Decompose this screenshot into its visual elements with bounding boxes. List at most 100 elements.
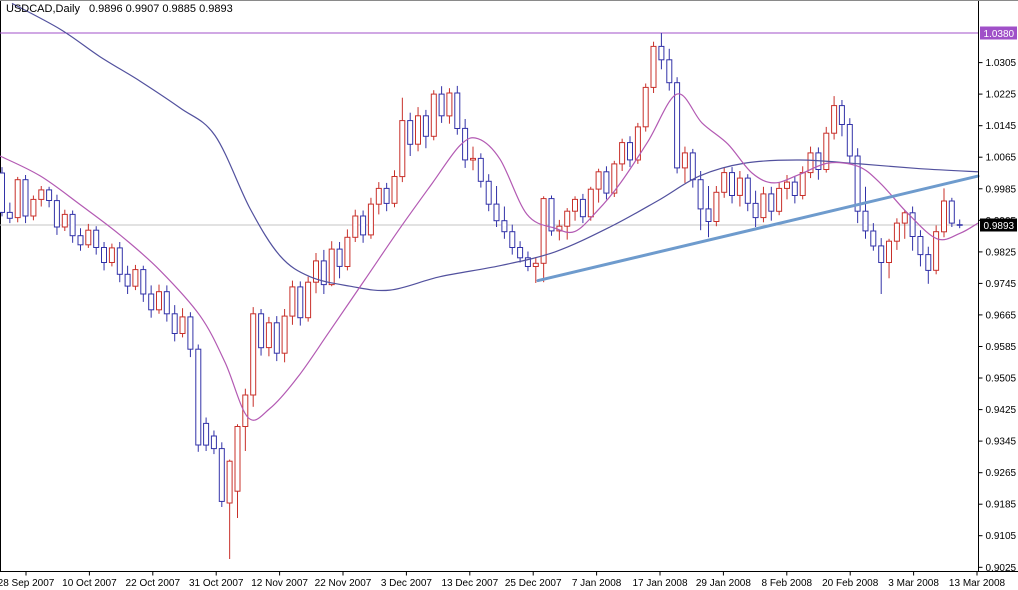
candle-body-bear bbox=[336, 248, 343, 267]
candle-body-bear bbox=[768, 193, 775, 212]
candle-body-bear bbox=[77, 235, 84, 246]
candle-body-bear bbox=[477, 157, 484, 182]
candle-body-bull bbox=[901, 212, 908, 224]
candle-body-bull bbox=[807, 152, 814, 174]
candle-body-bear bbox=[140, 269, 147, 295]
candle-body-bear bbox=[273, 322, 280, 354]
candle-body-bear bbox=[383, 187, 390, 204]
trendline[interactable] bbox=[536, 174, 980, 283]
candle-body-bear bbox=[462, 127, 469, 161]
price-tick-label: 0.9105 bbox=[986, 531, 1017, 542]
candle-body-bear bbox=[627, 142, 633, 161]
candle-body-bull bbox=[305, 281, 312, 319]
price-tick-label: 1.0145 bbox=[986, 121, 1017, 132]
candle-body-bull bbox=[85, 229, 92, 246]
candle-body-bear bbox=[0, 172, 5, 213]
date-tick-label: 28 Sep 2007 bbox=[0, 578, 55, 589]
candle-body-bull bbox=[831, 105, 838, 134]
candle-body-bull bbox=[61, 213, 68, 228]
candle-body-bull bbox=[399, 120, 406, 178]
candle-body-bull bbox=[344, 236, 351, 268]
candle-body-bear bbox=[195, 348, 202, 446]
date-tick-label: 12 Nov 2007 bbox=[251, 578, 308, 589]
candle-body-bull bbox=[893, 222, 900, 242]
chart-title: USDCAD,Daily 0.9896 0.9907 0.9885 0.9893 bbox=[6, 3, 233, 15]
candle-body-bear bbox=[501, 220, 508, 233]
candle-body-bear bbox=[407, 120, 414, 145]
date-tick-label: 17 Jan 2008 bbox=[632, 578, 687, 589]
candle-body-bull bbox=[375, 187, 382, 205]
candle-body-bear bbox=[422, 115, 429, 137]
date-tick-label: 7 Jan 2008 bbox=[572, 578, 622, 589]
candle-body-bull bbox=[415, 115, 421, 145]
candle-body-bear bbox=[101, 247, 107, 263]
price-tick-label: 0.9505 bbox=[986, 374, 1017, 385]
ma-slow-line[interactable] bbox=[11, 2, 979, 292]
date-tick-label: 10 Oct 2007 bbox=[62, 578, 117, 589]
candle-body-bull bbox=[14, 179, 21, 219]
candle-body-bull bbox=[352, 215, 359, 238]
candle-body-bull bbox=[713, 191, 720, 223]
price-axis[interactable]: 1.03051.02251.01451.00650.99850.99050.98… bbox=[978, 58, 1017, 574]
candle-body-bull bbox=[736, 177, 743, 196]
candle-body-bull bbox=[587, 188, 594, 218]
price-tick-label: 0.9985 bbox=[986, 184, 1017, 195]
candle-body-bear bbox=[258, 313, 265, 349]
date-tick-label: 31 Oct 2007 bbox=[189, 578, 244, 589]
candle-body-bear bbox=[878, 245, 885, 263]
candle-body-bear bbox=[297, 286, 304, 319]
candle-body-bear bbox=[163, 291, 170, 315]
candle-body-bull bbox=[611, 163, 618, 194]
ma-fast-line[interactable] bbox=[0, 93, 979, 421]
date-tick-label: 3 Mar 2008 bbox=[888, 578, 939, 589]
candle-body-bear bbox=[210, 435, 217, 450]
date-tick-label: 25 Dec 2007 bbox=[505, 578, 562, 589]
candle-body-bear bbox=[6, 211, 13, 219]
candle-body-bull bbox=[156, 291, 162, 311]
date-tick-label: 3 Dec 2007 bbox=[381, 578, 433, 589]
candle-body-bull bbox=[941, 200, 947, 233]
candle-body-bear bbox=[485, 180, 492, 205]
current-price-tag bbox=[980, 218, 1017, 232]
candle-body-bear bbox=[69, 213, 76, 237]
price-tick-label: 0.9825 bbox=[986, 247, 1017, 258]
candle-body-bear bbox=[705, 208, 712, 222]
candle-body-bull bbox=[30, 198, 37, 217]
candle-body-bear bbox=[658, 45, 665, 61]
candle-body-bear bbox=[925, 254, 932, 271]
candle-body-bear bbox=[53, 200, 60, 228]
candle-body-bull bbox=[242, 394, 249, 427]
candle-body-bull bbox=[38, 189, 45, 200]
candle-body-bear bbox=[862, 210, 869, 232]
candle-body-bull bbox=[234, 426, 241, 492]
candle-body-bull bbox=[595, 171, 602, 190]
candle-body-bear bbox=[187, 316, 194, 350]
candle-body-bear bbox=[22, 179, 29, 217]
price-tick-label: 1.0225 bbox=[986, 90, 1017, 101]
price-tick-label: 1.0305 bbox=[986, 58, 1017, 69]
candle-body-bear bbox=[116, 247, 123, 275]
time-axis[interactable]: 28 Sep 2007 10 Oct 2007 22 Oct 2007 31 Oct … bbox=[0, 571, 1006, 590]
candle-body-bull bbox=[760, 193, 767, 219]
date-tick-label: 22 Oct 2007 bbox=[126, 578, 181, 589]
candle-body-bear bbox=[438, 93, 445, 117]
candle-body-bear bbox=[46, 189, 53, 201]
candle-body-bull bbox=[642, 86, 649, 128]
resistance-price-tag-label: 1.0380 bbox=[984, 29, 1015, 40]
candle-body-bull bbox=[328, 248, 335, 286]
candle-body-bull bbox=[470, 157, 476, 161]
candle-body-bull bbox=[250, 313, 257, 396]
candle-body-bear bbox=[93, 229, 100, 248]
price-tick-label: 0.9665 bbox=[986, 310, 1017, 321]
candle-body-bull bbox=[446, 92, 453, 117]
candle-body-bear bbox=[744, 177, 751, 204]
date-tick-label: 13 Mar 2008 bbox=[949, 578, 1006, 589]
candle-body-bull bbox=[108, 247, 115, 263]
candle-body-bull bbox=[572, 198, 578, 212]
price-tick-label: 0.9185 bbox=[986, 500, 1017, 511]
candle-body-bear bbox=[752, 202, 759, 219]
candle-body-bull bbox=[367, 203, 374, 236]
candle-body-bull bbox=[179, 316, 186, 334]
